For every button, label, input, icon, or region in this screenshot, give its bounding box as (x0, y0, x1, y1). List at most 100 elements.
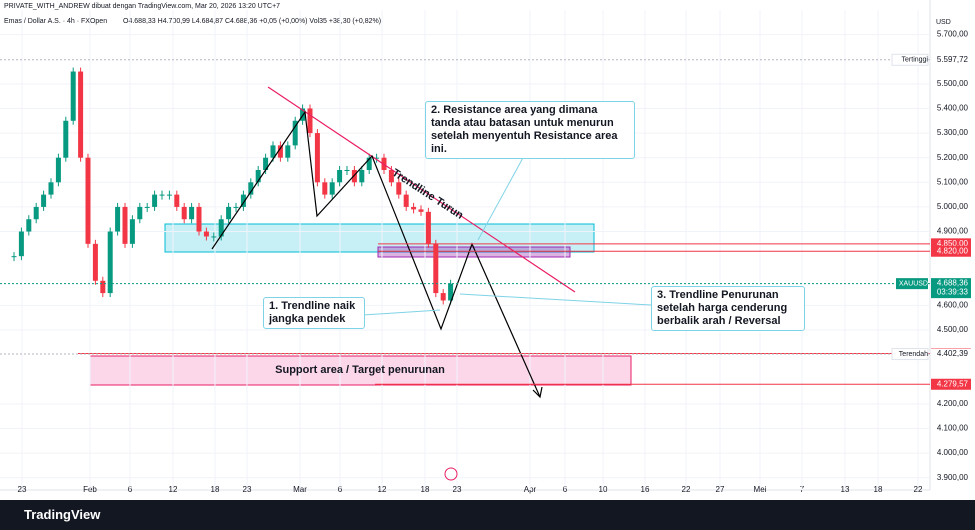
pointer (459, 293, 652, 306)
name-tag (896, 278, 928, 290)
candle (240, 194, 246, 207)
price-tag (931, 348, 971, 360)
currency: USD (936, 19, 951, 26)
candle (359, 170, 365, 183)
name-tag-label: Tertinggi (902, 57, 929, 64)
price-tag (931, 378, 971, 390)
y-tick-label: 5.700,00 (937, 30, 969, 39)
price-tag-timer: 03:39:33 (937, 288, 969, 297)
credit: PRIVATE_WITH_ANDREW dibuat dengan Tradin… (4, 3, 280, 10)
price-tag (931, 238, 971, 250)
name-tag-label: XAUUSD (899, 280, 928, 287)
candle (277, 145, 283, 158)
candle (263, 157, 269, 170)
candle (48, 182, 54, 195)
candle (226, 206, 232, 220)
candle (137, 206, 143, 220)
candle (55, 157, 61, 183)
candle (100, 280, 106, 294)
candle (388, 170, 394, 183)
candle (63, 120, 69, 158)
drawings (0, 10, 930, 490)
candle (425, 211, 431, 244)
candle (203, 231, 209, 237)
name-tag-label: Terendah (899, 351, 928, 358)
candle (196, 206, 202, 232)
y-tick-label: 4.600,00 (937, 300, 969, 309)
name-tag (891, 348, 929, 361)
candle (166, 194, 172, 196)
price-tag-label: 4.820,00 (937, 246, 969, 255)
candle (440, 293, 446, 301)
candle (78, 71, 84, 158)
note: 1. Trendline naik jangka pendek (263, 297, 365, 329)
candle (433, 243, 439, 294)
y-tick-label: 4.500,00 (937, 325, 969, 334)
y-tick-label: 4.200,00 (937, 399, 969, 408)
resistance-band (377, 246, 571, 258)
candle (11, 256, 17, 258)
candle (181, 206, 187, 220)
candle (307, 108, 313, 134)
price-tag (931, 54, 971, 66)
y-tick-label: 5.200,00 (937, 153, 969, 162)
y-tick-label: 4.100,00 (937, 424, 969, 433)
candle (329, 182, 335, 195)
background (0, 0, 975, 500)
price-tag-label: 5.597,72 (937, 55, 969, 64)
candle (337, 170, 343, 183)
candle (351, 170, 357, 183)
footer: TradingView (0, 500, 975, 530)
y-tick-label: 3.900,00 (937, 473, 969, 482)
arrowhead (532, 386, 543, 399)
y-tick-label: 5.400,00 (937, 104, 969, 113)
price-tag-label: 4.850,00 (937, 239, 969, 248)
candle (26, 219, 32, 232)
candle (144, 206, 150, 208)
note: 3. Trendline Penurunan setelah harga cen… (651, 286, 805, 331)
candle (322, 182, 328, 195)
candle (314, 133, 320, 183)
candle (344, 170, 350, 171)
pointer (477, 144, 531, 241)
candle (292, 120, 298, 146)
candle (418, 209, 424, 212)
candle (403, 194, 409, 207)
y-tick-label: 5.100,00 (937, 177, 969, 186)
name-tag (891, 53, 929, 66)
y-tick-label: 5.500,00 (937, 79, 969, 88)
candle (129, 219, 135, 244)
y-tick-label: 4.900,00 (937, 227, 969, 236)
support-zone (89, 355, 632, 386)
candle (41, 194, 47, 207)
candle (189, 206, 195, 220)
price-tag (931, 278, 971, 299)
candle (374, 157, 380, 159)
price-tag (931, 245, 971, 257)
candle (285, 145, 291, 158)
candle (159, 194, 165, 196)
candle (152, 194, 158, 207)
support-label: Support area / Target penurunan (275, 364, 445, 376)
candle (255, 170, 261, 183)
price-tag-label: 4.402,39 (937, 349, 969, 358)
y-tick-label: 4.000,00 (937, 448, 969, 457)
ohlc: O4.688,33 H4.700,99 L4.684,87 C4.688,36 … (123, 18, 381, 25)
price-tag-label: 4.279,57 (937, 379, 969, 388)
candle (122, 206, 128, 244)
candle (33, 206, 39, 220)
candle (70, 71, 76, 121)
candle (233, 206, 239, 208)
candle (448, 283, 454, 301)
candle (211, 236, 217, 238)
pointer (362, 309, 441, 316)
candle (366, 157, 372, 170)
symbol: Emas / Dollar A.S. · 4h · FXOpen (4, 18, 107, 25)
y-tick-label: 5.000,00 (937, 202, 969, 211)
candle (174, 194, 180, 207)
candle (85, 157, 91, 244)
candle (18, 231, 24, 257)
chart: PRIVATE_WITH_ANDREW dibuat dengan Tradin… (0, 0, 975, 500)
candle (248, 182, 254, 195)
candle (115, 206, 121, 232)
